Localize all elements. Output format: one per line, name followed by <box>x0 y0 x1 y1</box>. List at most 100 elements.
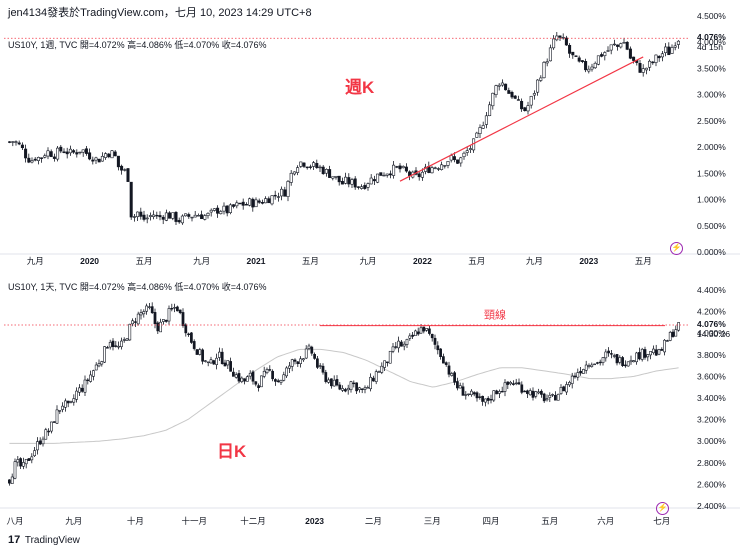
candle <box>444 362 448 365</box>
candle <box>470 390 473 396</box>
lightning-icon[interactable]: ⚡ <box>656 502 669 515</box>
candle <box>430 333 434 339</box>
candle <box>514 382 518 385</box>
candle <box>646 354 650 358</box>
candle <box>139 211 143 217</box>
candle <box>288 365 291 369</box>
candle <box>225 205 229 214</box>
candle <box>494 85 498 95</box>
candle <box>171 212 175 219</box>
candle <box>657 349 661 355</box>
candle <box>372 179 376 182</box>
candle <box>663 339 666 353</box>
candle <box>596 362 599 364</box>
candle <box>377 371 381 373</box>
candle <box>36 441 39 451</box>
candle <box>562 386 566 392</box>
tradingview-logo-icon: 17 <box>8 534 21 546</box>
candle <box>475 132 479 138</box>
candle <box>22 462 25 467</box>
y-tick-label: 3.500% <box>697 63 726 73</box>
candle <box>436 168 440 170</box>
candle <box>603 52 607 57</box>
candle <box>626 361 630 367</box>
candle <box>78 151 82 154</box>
candle <box>184 213 188 217</box>
candle <box>251 198 255 208</box>
candle <box>452 156 456 161</box>
candle <box>201 349 204 362</box>
candle <box>203 215 207 220</box>
candle <box>513 95 517 99</box>
candle <box>584 364 588 371</box>
candle <box>379 172 383 176</box>
candle <box>568 382 571 386</box>
candle <box>465 150 469 153</box>
y-tick-label: 3.000% <box>697 90 726 100</box>
candle <box>590 66 594 70</box>
candle <box>123 169 127 171</box>
candle <box>126 168 130 182</box>
candle <box>20 144 24 149</box>
candle <box>161 216 165 220</box>
candle <box>579 370 582 374</box>
candle <box>328 169 332 178</box>
candle <box>282 374 286 381</box>
candle <box>449 155 453 161</box>
candle <box>558 35 562 38</box>
candle <box>433 167 437 169</box>
candle <box>347 177 351 185</box>
candle <box>285 367 288 377</box>
candle <box>666 340 669 342</box>
candle <box>593 62 597 69</box>
candle <box>177 220 181 223</box>
candle <box>100 361 104 365</box>
candle <box>467 393 470 396</box>
x-tick-label: 四月 <box>482 516 499 526</box>
candle <box>257 385 260 389</box>
candle <box>618 357 622 363</box>
candle <box>267 198 271 204</box>
candle <box>481 125 485 129</box>
candle <box>215 357 218 365</box>
candle <box>571 51 575 56</box>
candle <box>559 387 563 394</box>
candle <box>531 390 535 398</box>
candle <box>254 199 258 208</box>
candle <box>88 152 92 160</box>
candle <box>552 38 556 49</box>
candle <box>243 378 246 382</box>
candle <box>136 211 140 218</box>
candle <box>324 169 328 174</box>
candle <box>648 60 652 68</box>
candle <box>561 36 565 39</box>
last-price-label: 4.076% <box>697 319 726 329</box>
candle <box>52 421 56 423</box>
candle <box>489 398 493 401</box>
candle <box>38 440 42 445</box>
candle <box>268 369 272 371</box>
candle <box>97 158 101 163</box>
y-tick-label: 1.000% <box>697 195 726 205</box>
candle <box>607 350 610 354</box>
candle <box>187 214 191 217</box>
candle <box>606 50 610 52</box>
candle <box>271 370 274 380</box>
candle <box>517 382 521 385</box>
lightning-icon[interactable]: ⚡ <box>670 242 683 255</box>
x-tick-label: 2020 <box>80 256 99 266</box>
candle <box>47 430 50 433</box>
candle <box>652 348 655 354</box>
candle <box>392 164 396 176</box>
candle <box>178 309 182 314</box>
candle <box>59 146 63 152</box>
candle <box>68 148 72 154</box>
bar-countdown-label: 14:30:26 <box>697 329 730 339</box>
candle <box>419 327 423 334</box>
y-tick-label: 2.500% <box>697 116 726 126</box>
candle <box>65 151 69 155</box>
candle <box>414 330 417 337</box>
candle <box>542 62 546 79</box>
candle <box>629 359 633 363</box>
candle <box>234 374 238 378</box>
